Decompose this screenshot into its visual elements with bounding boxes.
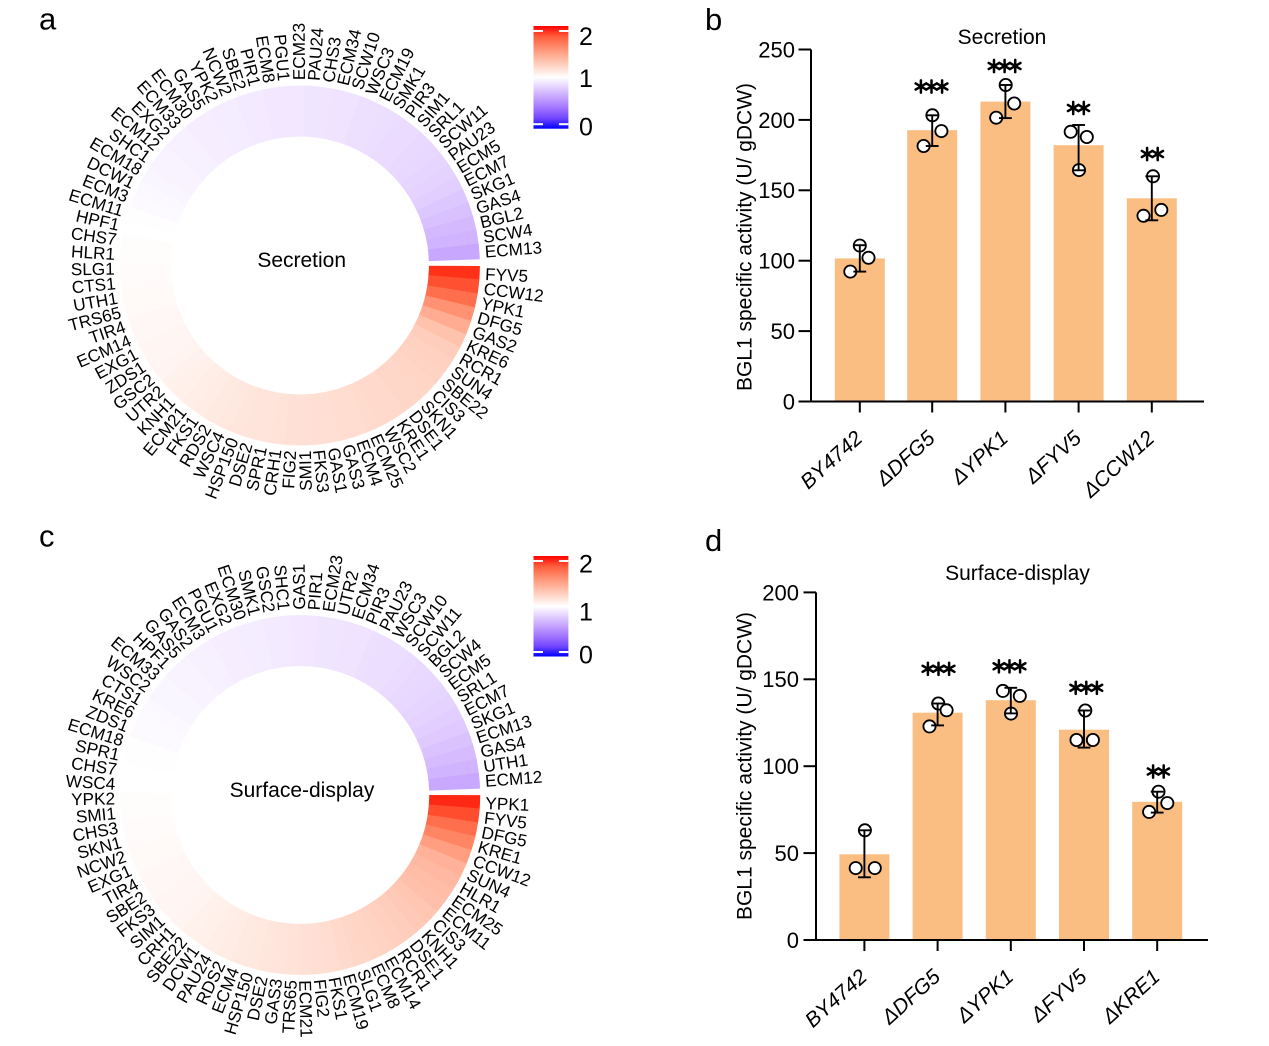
svg-text:YPK2: YPK2 bbox=[71, 788, 115, 809]
svg-text:SLG1: SLG1 bbox=[71, 259, 115, 280]
svg-text:0: 0 bbox=[579, 642, 593, 670]
svg-text:SMI1: SMI1 bbox=[75, 803, 117, 827]
svg-text:Surface-display: Surface-display bbox=[230, 779, 375, 802]
svg-text:150: 150 bbox=[758, 178, 795, 203]
svg-text:GAS1: GAS1 bbox=[289, 564, 309, 610]
svg-text:HLR1: HLR1 bbox=[71, 241, 116, 264]
svg-text:BGL1 specific activity (U/ gDC: BGL1 specific activity (U/ gDCW) bbox=[734, 612, 757, 920]
svg-text:250: 250 bbox=[758, 37, 795, 62]
svg-text:1: 1 bbox=[579, 598, 593, 626]
svg-text:WSC4: WSC4 bbox=[65, 771, 116, 794]
svg-text:c: c bbox=[39, 519, 55, 554]
svg-text:ECM21: ECM21 bbox=[295, 980, 317, 1038]
svg-text:CTS1: CTS1 bbox=[71, 273, 117, 297]
svg-text:FYV5: FYV5 bbox=[485, 264, 529, 286]
svg-text:0: 0 bbox=[787, 928, 799, 953]
svg-text:PGU1: PGU1 bbox=[270, 33, 294, 81]
svg-text:100: 100 bbox=[758, 249, 795, 274]
svg-text:Surface-display: Surface-display bbox=[945, 562, 1090, 585]
svg-text:ECM13: ECM13 bbox=[484, 237, 543, 261]
svg-text:b: b bbox=[705, 2, 722, 37]
svg-text:SHC1: SHC1 bbox=[270, 564, 294, 611]
svg-text:FIG2: FIG2 bbox=[310, 978, 334, 1018]
svg-text:BGL1 specific activity (U/ gDC: BGL1 specific activity (U/ gDCW) bbox=[734, 83, 757, 391]
svg-text:100: 100 bbox=[762, 754, 799, 779]
svg-text:SMI1: SMI1 bbox=[295, 450, 316, 491]
svg-text:FKS3: FKS3 bbox=[309, 449, 333, 494]
svg-text:0: 0 bbox=[783, 389, 795, 414]
svg-text:ECM12: ECM12 bbox=[484, 767, 543, 791]
svg-text:50: 50 bbox=[771, 319, 795, 344]
svg-text:1: 1 bbox=[579, 65, 593, 93]
svg-text:150: 150 bbox=[762, 667, 799, 692]
svg-text:PAU24: PAU24 bbox=[304, 26, 328, 81]
svg-text:0: 0 bbox=[579, 114, 593, 142]
svg-text:200: 200 bbox=[758, 108, 795, 133]
svg-text:FIG2: FIG2 bbox=[278, 450, 300, 489]
svg-text:2: 2 bbox=[579, 23, 593, 51]
svg-text:ECM23: ECM23 bbox=[289, 23, 309, 80]
svg-text:PIR1: PIR1 bbox=[304, 571, 327, 611]
svg-text:200: 200 bbox=[762, 580, 799, 605]
svg-text:a: a bbox=[39, 2, 57, 37]
svg-text:50: 50 bbox=[775, 841, 799, 866]
svg-text:2: 2 bbox=[579, 551, 593, 579]
svg-text:Secretion: Secretion bbox=[257, 249, 346, 272]
svg-text:YPK1: YPK1 bbox=[485, 793, 530, 815]
svg-text:Secretion: Secretion bbox=[958, 26, 1047, 49]
svg-text:d: d bbox=[705, 523, 722, 558]
svg-text:TRS65: TRS65 bbox=[278, 980, 301, 1034]
